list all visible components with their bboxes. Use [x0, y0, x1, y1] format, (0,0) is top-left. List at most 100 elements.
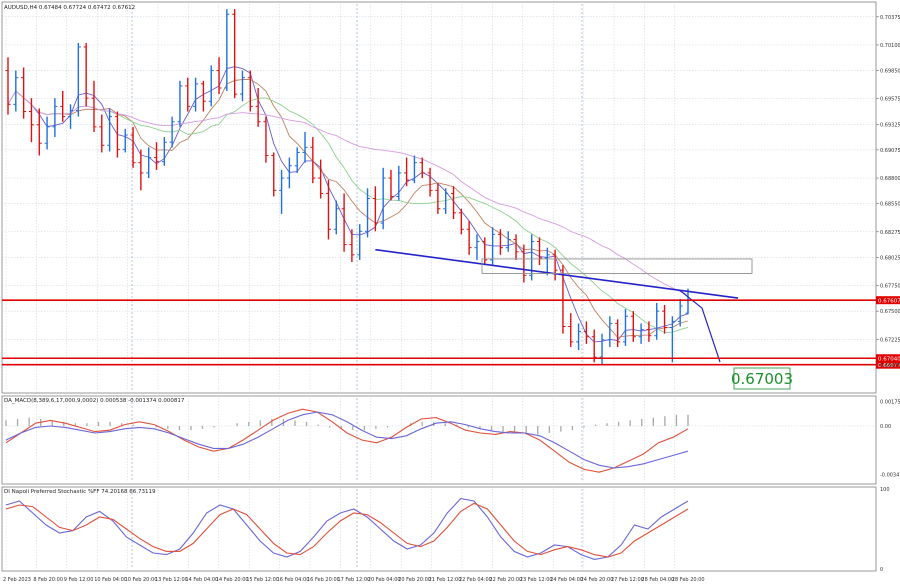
price-bar	[44, 116, 50, 150]
price-bar	[662, 305, 668, 334]
price-bar	[325, 180, 331, 240]
price-bar	[638, 323, 644, 344]
price-bar	[536, 237, 542, 266]
price-bar	[560, 265, 566, 334]
price-bar	[13, 70, 19, 112]
price-bar	[114, 111, 120, 158]
y-tick-label: 0.68550	[880, 202, 900, 208]
price-bar	[630, 311, 636, 342]
price-level-tag	[876, 354, 900, 363]
price-bar	[5, 57, 11, 115]
price-bar	[372, 186, 378, 232]
price-bar	[279, 169, 285, 214]
x-tick-label: 23 Feb 12:00	[520, 577, 553, 583]
price-bar	[396, 165, 402, 201]
price-bar	[591, 329, 597, 363]
price-bar	[380, 167, 386, 230]
price-bar	[357, 224, 363, 260]
price-bar	[99, 114, 105, 153]
price-bar	[576, 323, 582, 351]
price-bar	[388, 169, 394, 201]
price-bar	[435, 183, 441, 214]
price-bar	[474, 234, 480, 260]
x-tick-label: 28 Feb 04:00	[641, 577, 674, 583]
price-bar	[294, 147, 300, 173]
price-bar	[583, 321, 589, 344]
y-tick-label: 0.68800	[880, 176, 900, 182]
price-bar	[365, 188, 371, 238]
price-bar	[349, 229, 355, 262]
y-tick-label: 0.70100	[880, 43, 900, 49]
x-tick-label: 16 Feb 20:00	[307, 577, 340, 583]
price-level-tag-label: 0.66977	[878, 363, 900, 369]
x-tick-label: 2 Feb 2023	[3, 577, 31, 583]
price-bar	[544, 247, 550, 276]
price-bar	[91, 80, 97, 132]
price-axis: 0.70375 0.70100 0.69850 0.69575 0.69325 0.690…	[876, 15, 900, 573]
price-bar	[60, 91, 66, 122]
x-tick-label: 9 Feb 12:00	[64, 577, 94, 583]
price-bar	[75, 42, 81, 117]
price-level-tag	[876, 296, 900, 305]
price-bar	[232, 9, 238, 99]
y-tick-label: 0.67750	[880, 284, 900, 290]
price-bar	[513, 234, 519, 260]
price-bar	[130, 126, 136, 168]
price-bar	[568, 313, 574, 347]
main-chart-title: AUDUSD,H4 0.67484 0.67724 0.67472 0.6761…	[4, 5, 135, 11]
price-bar	[333, 200, 339, 235]
x-tick-label: 14 Feb 20:00	[216, 577, 249, 583]
price-bar	[208, 65, 214, 107]
x-tick-label: 27 Feb 12:00	[611, 577, 644, 583]
price-bar	[224, 9, 230, 92]
price-bar	[154, 142, 160, 170]
price-bar	[216, 57, 222, 95]
grid	[2, 4, 876, 569]
price-bar	[52, 98, 58, 138]
macd-series	[2, 408, 876, 473]
macd-tick-label: 0.00	[880, 424, 891, 430]
price-callout: 0.67003	[731, 367, 793, 390]
y-tick-label: 0.69575	[880, 97, 900, 103]
price-level-tag-label: 0.67040	[878, 356, 900, 362]
resistance-box	[481, 258, 753, 274]
stoch-panel	[1, 486, 877, 572]
x-tick-label: 28 Feb 20:00	[672, 577, 705, 583]
macd-panel	[1, 395, 877, 485]
macd-line	[5, 408, 689, 473]
price-bar	[146, 147, 152, 179]
stochastic-line	[5, 498, 689, 560]
y-tick-label: 0.68025	[880, 255, 900, 261]
price-bar	[552, 249, 558, 281]
price-bar	[521, 244, 527, 283]
macd-tick-label: -0.003474	[880, 473, 900, 479]
x-tick-label: 13 Feb 12:00	[155, 577, 188, 583]
price-bar	[482, 237, 488, 266]
x-tick-label: 14 Feb 04:00	[185, 577, 218, 583]
y-tick-label: 0.67225	[880, 337, 900, 343]
x-tick-label: 15 Feb 12:00	[246, 577, 279, 583]
price-callout-label: 0.67003	[731, 370, 793, 388]
x-tick-label: 17 Feb 12:00	[337, 577, 370, 583]
price-bar	[68, 104, 74, 129]
main-panel	[1, 1, 877, 394]
price-level-tag-label: 0.67607	[878, 298, 900, 304]
price-bar	[497, 229, 503, 255]
price-bar	[310, 137, 316, 184]
price-bar	[443, 188, 449, 214]
price-bar	[247, 70, 253, 112]
x-tick-label: 24 Feb 04:00	[550, 577, 583, 583]
time-axis: 2 Feb 2023 8 Feb 20:00 9 Feb 12:00 10 Feb 0…	[3, 577, 705, 583]
macd-title: DA_MACD(8,389,6,17,000,9,0002) 0.000538 …	[4, 398, 185, 404]
price-bar	[255, 87, 261, 127]
price-bars	[5, 9, 691, 365]
stochastic-title: DI Napoli Preferred Stochastic %FF 74.20…	[4, 489, 156, 495]
price-bar	[177, 80, 183, 127]
price-bar	[21, 67, 27, 119]
price-bar	[677, 298, 683, 327]
price-bar	[646, 321, 652, 342]
price-bar	[286, 157, 292, 189]
y-tick-label: 0.69325	[880, 122, 900, 128]
x-tick-label: 20 Feb 20:00	[398, 577, 431, 583]
y-tick-label: 0.69075	[880, 148, 900, 154]
